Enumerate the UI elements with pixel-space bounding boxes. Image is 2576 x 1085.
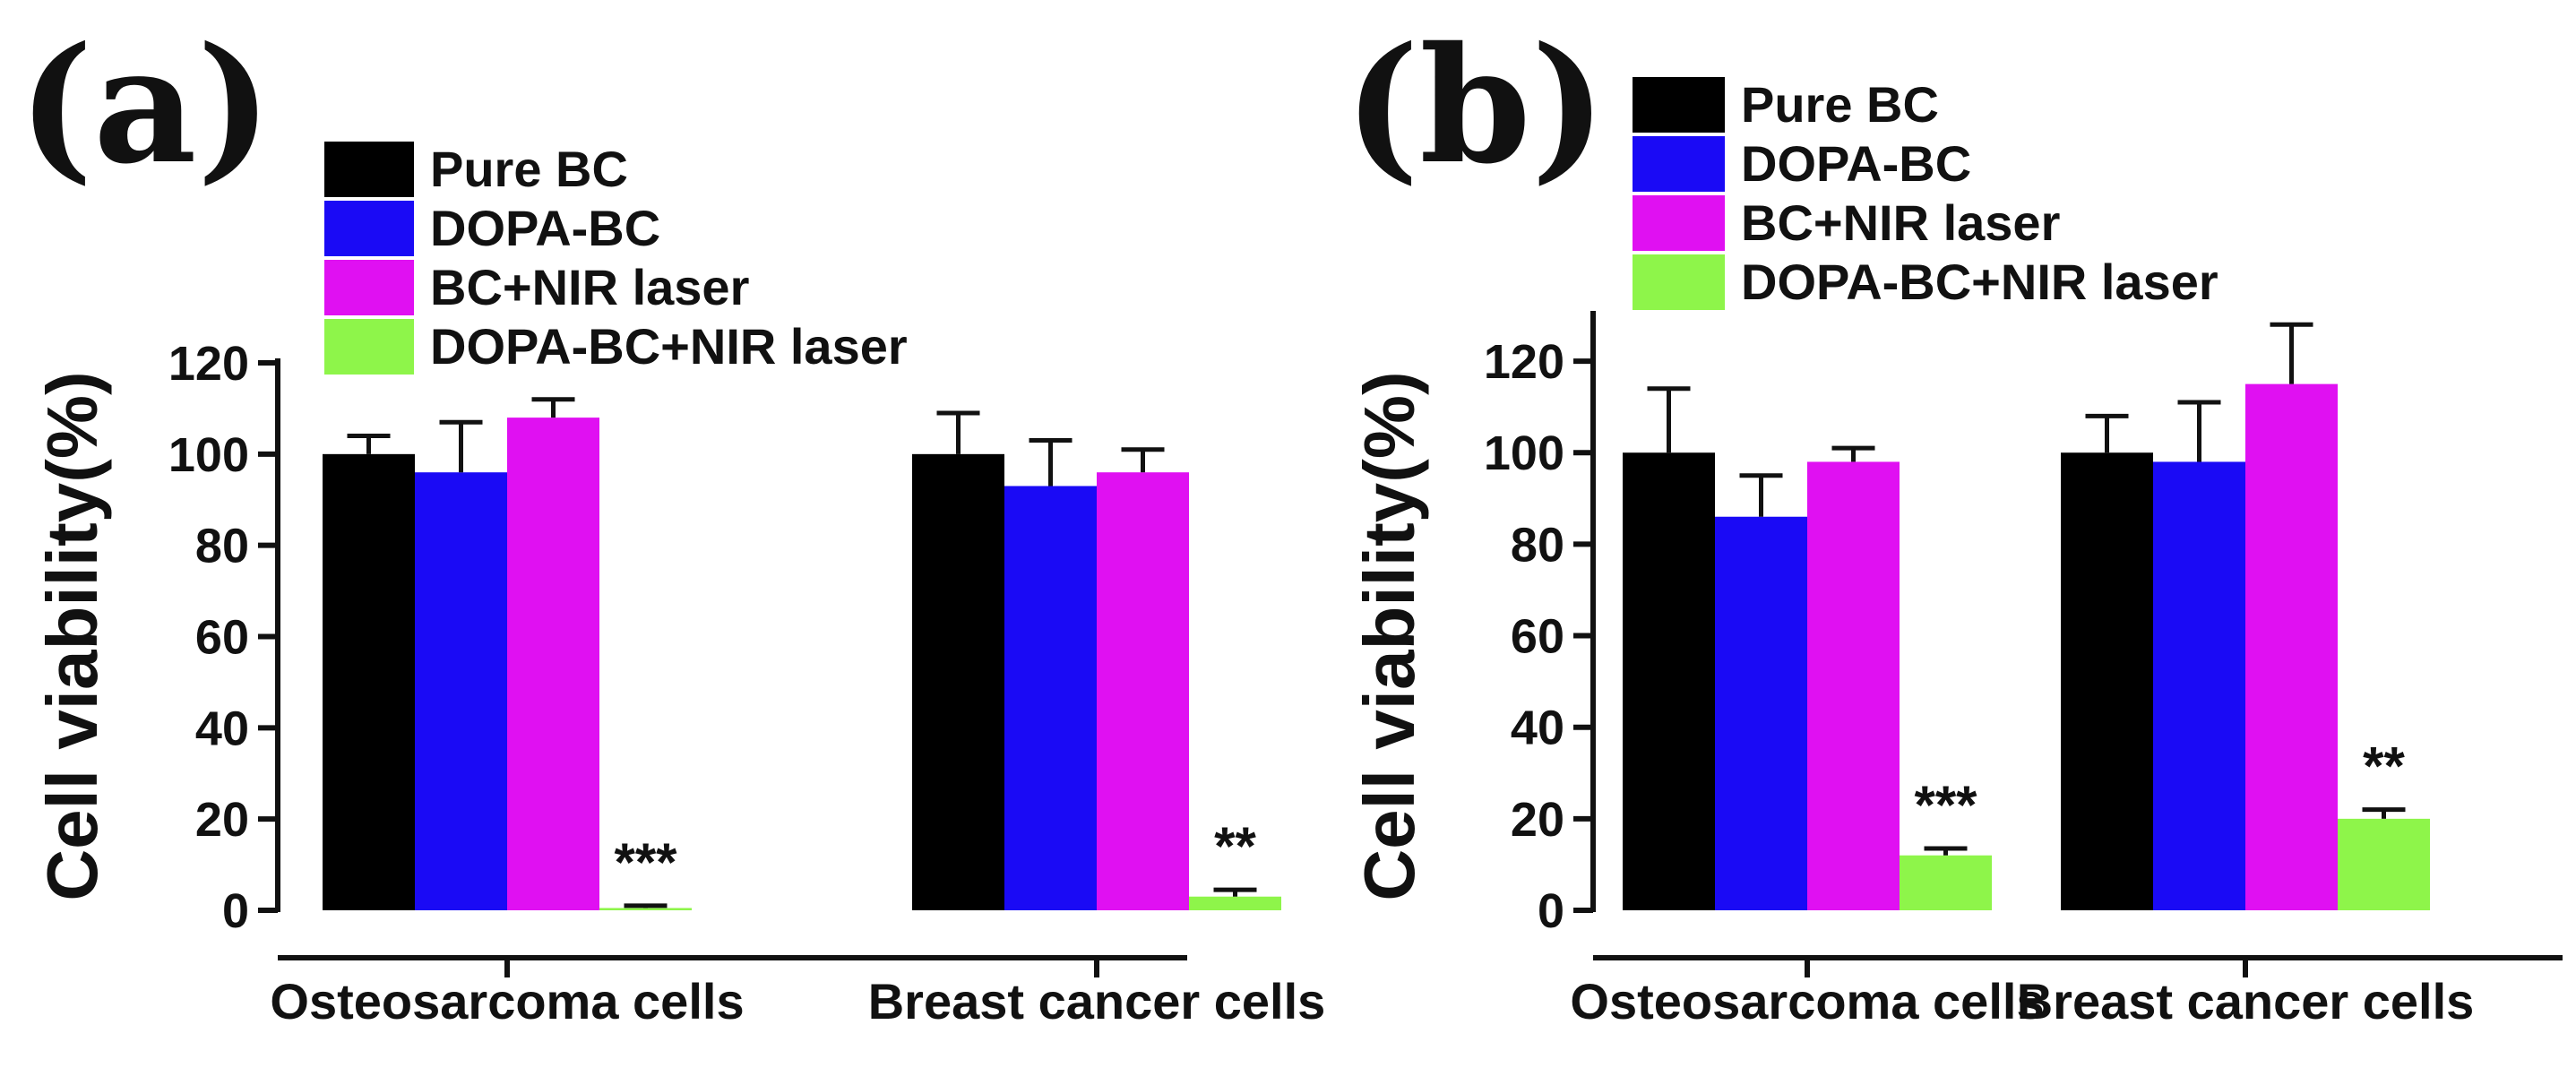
- y-tick-label: 20: [1511, 793, 1564, 847]
- legend-swatch-dopa-bc-nir-laser: [1633, 254, 1725, 310]
- bar-dopa-bc-nir-laser-1: [1189, 896, 1281, 910]
- bar-dopa-bc-1: [2153, 461, 2245, 910]
- bar-dopa-bc-nir-laser-0: [1900, 855, 1992, 910]
- legend-label: DOPA-BC: [430, 200, 660, 256]
- y-tick-label: 0: [1538, 884, 1564, 938]
- y-tick-label: 120: [168, 337, 249, 391]
- significance-mark: ***: [1914, 775, 1977, 835]
- y-tick-label: 60: [195, 611, 249, 665]
- legend-swatch-pure-bc: [1633, 77, 1725, 133]
- bar-bc-nir-laser-1: [2245, 383, 2338, 911]
- bar-dopa-bc-nir-laser-1: [2338, 818, 2430, 910]
- x-category-label: Osteosarcoma cells: [1570, 973, 2044, 1029]
- bar-dopa-bc-1: [1004, 486, 1097, 910]
- legend-label: BC+NIR laser: [430, 259, 749, 315]
- legend-label: Pure BC: [1741, 76, 1939, 133]
- legend-label: BC+NIR laser: [1741, 194, 2060, 251]
- bar-dopa-bc-0: [1715, 516, 1807, 910]
- legend-swatch-dopa-bc: [324, 201, 414, 256]
- panel-b-label: (b): [1344, 12, 1607, 199]
- y-tick-label: 120: [1484, 335, 1564, 389]
- significance-mark: **: [2363, 736, 2405, 797]
- significance-mark: ***: [614, 832, 677, 892]
- legend-label: DOPA-BC+NIR laser: [1741, 254, 2218, 310]
- x-category-label: Breast cancer cells: [868, 973, 1326, 1029]
- bar-dopa-bc-0: [415, 472, 507, 910]
- legend-label: Pure BC: [430, 141, 628, 197]
- legend-swatch-pure-bc: [324, 142, 414, 197]
- bar-pure-bc-1: [912, 453, 1004, 910]
- legend-label: DOPA-BC+NIR laser: [430, 318, 908, 375]
- y-tick-label: 20: [195, 793, 249, 847]
- bar-bc-nir-laser-1: [1097, 472, 1189, 910]
- y-tick-label: 80: [195, 520, 249, 573]
- legend-label: DOPA-BC: [1741, 135, 1971, 192]
- bar-pure-bc-0: [1623, 452, 1715, 910]
- significance-mark: **: [1214, 816, 1256, 876]
- y-tick-label: 100: [168, 428, 249, 482]
- y-tick-label: 0: [222, 884, 249, 938]
- y-axis-label: Cell viability(%): [1349, 371, 1429, 900]
- bar-pure-bc-0: [323, 453, 415, 910]
- legend-swatch-bc-nir-laser: [1633, 195, 1725, 251]
- bar-pure-bc-1: [2061, 452, 2153, 910]
- panel-a-label: (a): [18, 12, 272, 199]
- y-tick-label: 40: [1511, 702, 1564, 755]
- x-category-label: Osteosarcoma cells: [270, 973, 744, 1029]
- x-category-label: Breast cancer cells: [2017, 973, 2475, 1029]
- y-tick-label: 80: [1511, 518, 1564, 572]
- legend-swatch-bc-nir-laser: [324, 260, 414, 315]
- y-tick-label: 40: [195, 702, 249, 755]
- bar-bc-nir-laser-0: [1807, 461, 1900, 910]
- y-tick-label: 60: [1511, 610, 1564, 664]
- bar-bc-nir-laser-0: [507, 418, 599, 911]
- y-tick-label: 100: [1484, 426, 1564, 480]
- y-axis-label: Cell viability(%): [32, 371, 112, 900]
- legend-swatch-dopa-bc: [1633, 136, 1725, 192]
- bar-dopa-bc-nir-laser-0: [599, 908, 692, 910]
- legend-swatch-dopa-bc-nir-laser: [324, 319, 414, 375]
